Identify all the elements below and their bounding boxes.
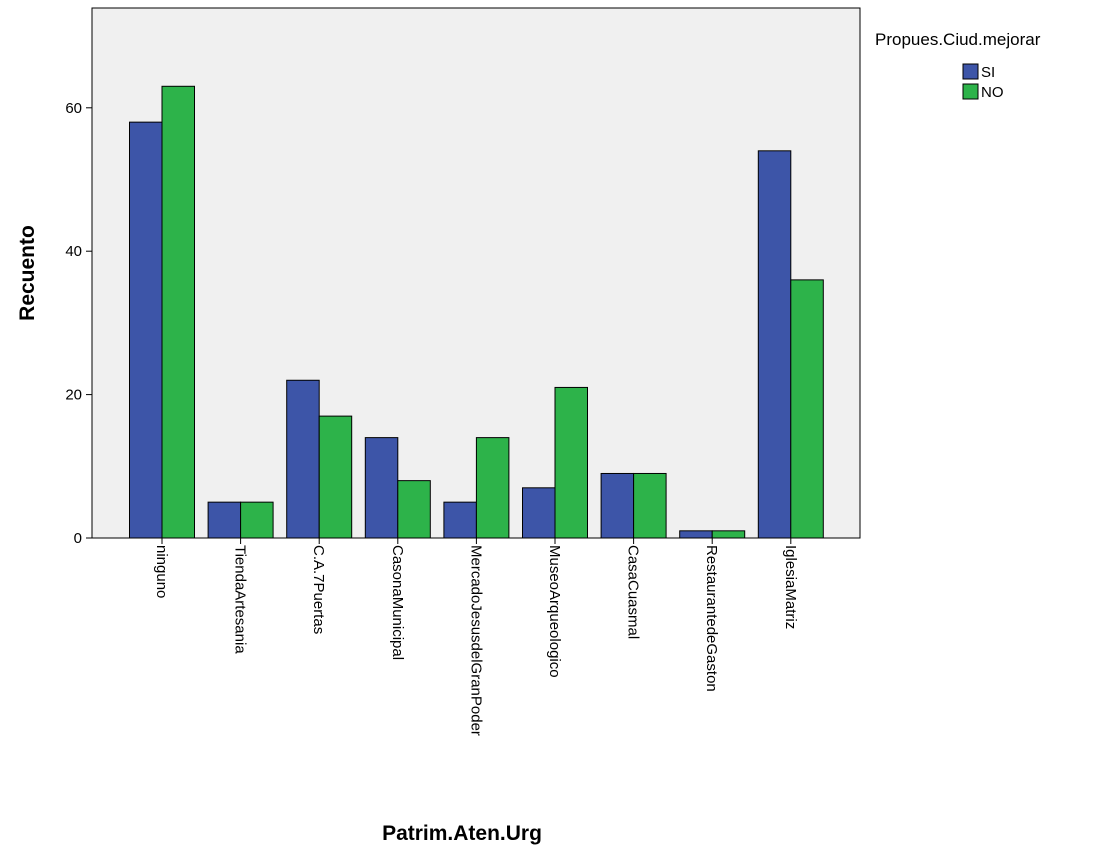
bar-no-IglesiaMatriz: [790, 279, 824, 539]
bar-no-CasonaMunicipal: [397, 480, 431, 539]
y-tick-label: 40: [65, 243, 82, 260]
legend-title: Propues.Ciud.mejorar: [875, 30, 1041, 49]
x-tick-label: MercadoJesusdelGranPoder: [467, 545, 484, 736]
bar-si-ninguno: [129, 121, 163, 539]
x-tick-label: TiendaArtesania: [232, 545, 249, 654]
bar-no-CasaCuasmal: [633, 472, 667, 539]
bar-no-C.A.7Puertas: [318, 415, 353, 539]
bar-no-TiendaArtesania: [240, 501, 274, 539]
y-axis-title: Recuento: [16, 225, 39, 321]
bar-si-CasonaMunicipal: [364, 437, 399, 539]
bar-si-MercadoJesusdelGranPoder: [443, 501, 477, 539]
x-tick-label: CasaCuasmal: [625, 545, 642, 639]
legend-swatch-si: [962, 63, 979, 80]
x-tick-label: MuseoArqueologico: [546, 545, 563, 678]
x-tick-label: IglesiaMatriz: [782, 545, 799, 629]
bar-si-C.A.7Puertas: [286, 379, 320, 539]
legend-swatch-no: [962, 83, 979, 100]
legend-label-si: SI: [981, 64, 995, 81]
bar-no-ninguno: [161, 85, 195, 539]
x-axis-title: Patrim.Aten.Urg: [382, 822, 542, 845]
bar-no-MercadoJesusdelGranPoder: [475, 437, 510, 539]
bar-si-CasaCuasmal: [600, 472, 635, 539]
bar-si-TiendaArtesania: [207, 501, 242, 539]
bar-no-RestaurantedeGaston: [711, 530, 746, 539]
x-tick-label: CasonaMunicipal: [389, 545, 406, 660]
y-tick-label: 0: [74, 530, 82, 547]
y-tick-label: 20: [65, 387, 82, 404]
x-tick-label: C.A.7Puertas: [310, 545, 327, 634]
x-tick-label: RestaurantedeGaston: [703, 545, 720, 692]
x-axis: ninguno TiendaArtesania C.A.7Puertas Casona…: [153, 538, 799, 736]
legend-label-no: NO: [981, 84, 1004, 101]
y-tick-label: 60: [65, 100, 82, 117]
bar-si-IglesiaMatriz: [757, 150, 792, 539]
bars-group: [129, 85, 824, 539]
legend: Propues.Ciud.mejorar SI NO: [875, 30, 1041, 101]
x-tick-label: ninguno: [153, 545, 170, 598]
bar-si-RestaurantedeGaston: [679, 530, 713, 539]
y-axis: 0 20 40 60: [65, 100, 92, 547]
bar-si-MuseoArqueologico: [522, 487, 556, 539]
bar-no-MuseoArqueologico: [554, 386, 588, 539]
